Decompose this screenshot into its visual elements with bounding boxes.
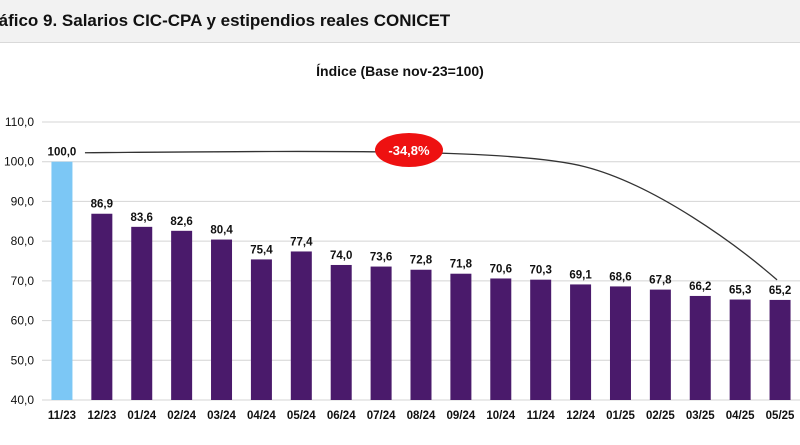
x-tick-label: 02/25	[646, 410, 675, 422]
chart-header: ráfico 9. Salarios CIC-CPA y estipendios…	[0, 0, 800, 43]
annotation-badge: -34,8%	[375, 133, 443, 167]
data-label: 65,3	[729, 285, 751, 297]
bar	[450, 273, 472, 400]
bar	[250, 259, 272, 400]
bar	[290, 251, 312, 400]
x-tick-label: 03/25	[686, 410, 715, 422]
x-tick-label: 09/24	[447, 410, 476, 422]
y-tick-label: 80,0	[11, 234, 35, 248]
x-tick-label: 03/24	[207, 410, 236, 422]
x-tick-label: 12/23	[87, 410, 116, 422]
data-label: 82,6	[170, 216, 192, 228]
data-label: 77,4	[290, 236, 313, 248]
data-label: 69,1	[569, 269, 592, 281]
data-label: 100,0	[48, 147, 77, 159]
bar	[91, 213, 113, 400]
x-tick-label: 02/24	[167, 410, 196, 422]
x-tick-label: 01/25	[606, 410, 635, 422]
annotation-badge-shape	[375, 133, 443, 167]
data-label: 74,0	[330, 250, 352, 262]
data-label: 73,6	[370, 252, 392, 264]
x-tick-label: 11/23	[48, 410, 76, 422]
y-tick-label: 90,0	[11, 194, 35, 208]
x-tick-label: 07/24	[367, 410, 396, 422]
data-label: 83,6	[131, 212, 153, 224]
y-tick-label: 100,0	[4, 155, 34, 169]
y-tick-label: 60,0	[11, 314, 35, 328]
bar	[729, 299, 751, 400]
bar	[171, 230, 193, 400]
bar	[51, 161, 73, 400]
bar	[370, 266, 392, 400]
bar	[330, 264, 352, 400]
x-tick-label: 01/24	[127, 410, 156, 422]
bar	[769, 299, 791, 400]
y-tick-label: 110,0	[5, 115, 34, 129]
y-tick-label: 50,0	[11, 353, 35, 367]
bar	[609, 286, 631, 400]
x-tick-label: 04/25	[726, 410, 755, 422]
x-axis-ticks: 11/23 12/23 01/24 02/24 03/24 04/24 05/24 06/24…	[48, 410, 795, 422]
x-tick-label: 05/24	[287, 410, 316, 422]
y-tick-label: 40,0	[11, 393, 35, 407]
data-label: 68,6	[609, 271, 631, 283]
data-label: 67,8	[649, 275, 672, 287]
annotation-badge-text: -34,8%	[388, 143, 430, 158]
trend-curve	[84, 150, 778, 281]
data-label: 65,2	[769, 285, 791, 297]
x-tick-label: 08/24	[407, 410, 436, 422]
x-tick-label: 10/24	[486, 410, 515, 422]
bar	[211, 239, 233, 400]
bar	[689, 295, 711, 400]
data-label: 80,4	[210, 225, 233, 237]
chart-title: Índice (Base nov-23=100)	[316, 63, 484, 79]
data-label: 72,8	[410, 255, 433, 267]
bar	[530, 279, 552, 400]
bar	[131, 226, 153, 400]
data-label: 66,2	[689, 281, 711, 293]
x-tick-label: 06/24	[327, 410, 356, 422]
x-tick-label: 11/24	[527, 410, 556, 422]
bar	[570, 284, 592, 400]
data-label: 86,9	[91, 199, 113, 211]
x-tick-label: 04/24	[247, 410, 276, 422]
y-axis-ticks: 40,0 50,0 60,0 70,0 80,0 90,0 100,0 110,0	[4, 115, 34, 407]
bar	[410, 269, 432, 400]
data-label: 75,4	[250, 244, 273, 256]
x-tick-label: 05/25	[766, 410, 795, 422]
bar	[649, 289, 671, 400]
y-tick-label: 70,0	[11, 274, 35, 288]
bar	[490, 278, 512, 400]
bars	[51, 161, 791, 400]
data-labels: 100,0 86,9 83,6 82,6 80,4 75,4 77,4 74,0 73,6 72,…	[48, 147, 792, 297]
x-tick-label: 12/24	[566, 410, 595, 422]
data-label: 70,6	[490, 263, 512, 275]
data-label: 71,8	[450, 259, 473, 271]
chart-header-title: ráfico 9. Salarios CIC-CPA y estipendios…	[0, 11, 451, 30]
data-label: 70,3	[529, 265, 551, 277]
